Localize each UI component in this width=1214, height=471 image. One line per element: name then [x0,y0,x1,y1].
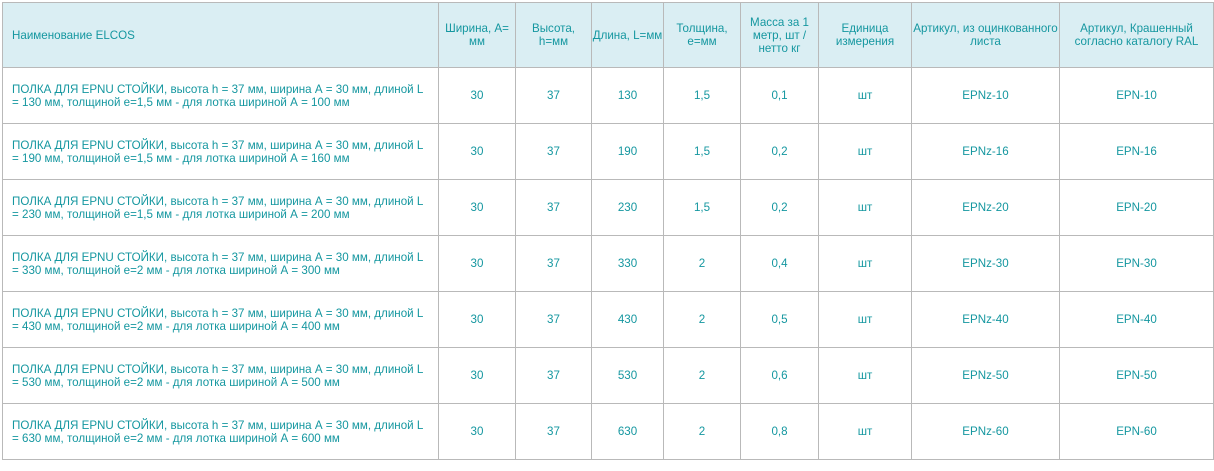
table-row: ПОЛКА ДЛЯ EPNU СТОЙКИ, высота h = 37 мм,… [2,235,1214,292]
width-value: 30 [438,403,516,460]
header-row: Наименование ELCOS Ширина, А= мм Высота,… [2,2,1214,68]
header-mass: Масса за 1 метр, шт / нетто кг [740,2,819,68]
article-ral: EPN-10 [1059,67,1214,124]
thickness-value: 1,5 [663,179,741,236]
table-row: ПОЛКА ДЛЯ EPNU СТОЙКИ, высота h = 37 мм,… [2,291,1214,348]
article-galvanized: EPNz-10 [911,67,1060,124]
header-unit: Единица измерения [818,2,912,68]
width-value: 30 [438,67,516,124]
unit-value: шт [818,67,912,124]
width-value: 30 [438,347,516,404]
width-value: 30 [438,123,516,180]
table-row: ПОЛКА ДЛЯ EPNU СТОЙКИ, высота h = 37 мм,… [2,67,1214,124]
product-name: ПОЛКА ДЛЯ EPNU СТОЙКИ, высота h = 37 мм,… [2,291,439,348]
product-name: ПОЛКА ДЛЯ EPNU СТОЙКИ, высота h = 37 мм,… [2,235,439,292]
product-name: ПОЛКА ДЛЯ EPNU СТОЙКИ, высота h = 37 мм,… [2,67,439,124]
product-name: ПОЛКА ДЛЯ EPNU СТОЙКИ, высота h = 37 мм,… [2,403,439,460]
table-row: ПОЛКА ДЛЯ EPNU СТОЙКИ, высота h = 37 мм,… [2,123,1214,180]
product-name: ПОЛКА ДЛЯ EPNU СТОЙКИ, высота h = 37 мм,… [2,179,439,236]
length-value: 130 [591,67,664,124]
thickness-value: 2 [663,291,741,348]
header-name: Наименование ELCOS [2,2,439,68]
height-value: 37 [515,179,592,236]
thickness-value: 1,5 [663,123,741,180]
article-galvanized: EPNz-20 [911,179,1060,236]
mass-value: 0,6 [740,347,819,404]
unit-value: шт [818,347,912,404]
mass-value: 0,4 [740,235,819,292]
mass-value: 0,2 [740,179,819,236]
article-galvanized: EPNz-50 [911,347,1060,404]
length-value: 530 [591,347,664,404]
unit-value: шт [818,235,912,292]
length-value: 630 [591,403,664,460]
length-value: 190 [591,123,664,180]
article-ral: EPN-50 [1059,347,1214,404]
height-value: 37 [515,67,592,124]
product-name: ПОЛКА ДЛЯ EPNU СТОЙКИ, высота h = 37 мм,… [2,347,439,404]
width-value: 30 [438,291,516,348]
height-value: 37 [515,403,592,460]
table-row: ПОЛКА ДЛЯ EPNU СТОЙКИ, высота h = 37 мм,… [2,403,1214,460]
thickness-value: 2 [663,347,741,404]
length-value: 230 [591,179,664,236]
thickness-value: 2 [663,403,741,460]
article-galvanized: EPNz-30 [911,235,1060,292]
article-galvanized: EPNz-60 [911,403,1060,460]
height-value: 37 [515,235,592,292]
width-value: 30 [438,179,516,236]
article-ral: EPN-30 [1059,235,1214,292]
header-thickness: Толщина, е=мм [663,2,741,68]
unit-value: шт [818,179,912,236]
width-value: 30 [438,235,516,292]
length-value: 330 [591,235,664,292]
header-width: Ширина, А= мм [438,2,516,68]
thickness-value: 1,5 [663,67,741,124]
height-value: 37 [515,123,592,180]
product-table: Наименование ELCOS Ширина, А= мм Высота,… [2,2,1214,460]
table-row: ПОЛКА ДЛЯ EPNU СТОЙКИ, высота h = 37 мм,… [2,179,1214,236]
thickness-value: 2 [663,235,741,292]
header-article-galvanized: Артикул, из оцинкованного листа [911,2,1060,68]
length-value: 430 [591,291,664,348]
article-ral: EPN-60 [1059,403,1214,460]
article-galvanized: EPNz-40 [911,291,1060,348]
mass-value: 0,2 [740,123,819,180]
article-ral: EPN-40 [1059,291,1214,348]
article-ral: EPN-16 [1059,123,1214,180]
mass-value: 0,8 [740,403,819,460]
header-article-ral: Артикул, Крашенный согласно каталогу RAL [1059,2,1214,68]
mass-value: 0,5 [740,291,819,348]
product-name: ПОЛКА ДЛЯ EPNU СТОЙКИ, высота h = 37 мм,… [2,123,439,180]
unit-value: шт [818,123,912,180]
table-row: ПОЛКА ДЛЯ EPNU СТОЙКИ, высота h = 37 мм,… [2,347,1214,404]
header-length: Длина, L=мм [591,2,664,68]
header-height: Высота, h=мм [515,2,592,68]
article-ral: EPN-20 [1059,179,1214,236]
article-galvanized: EPNz-16 [911,123,1060,180]
unit-value: шт [818,403,912,460]
mass-value: 0,1 [740,67,819,124]
height-value: 37 [515,347,592,404]
height-value: 37 [515,291,592,348]
unit-value: шт [818,291,912,348]
